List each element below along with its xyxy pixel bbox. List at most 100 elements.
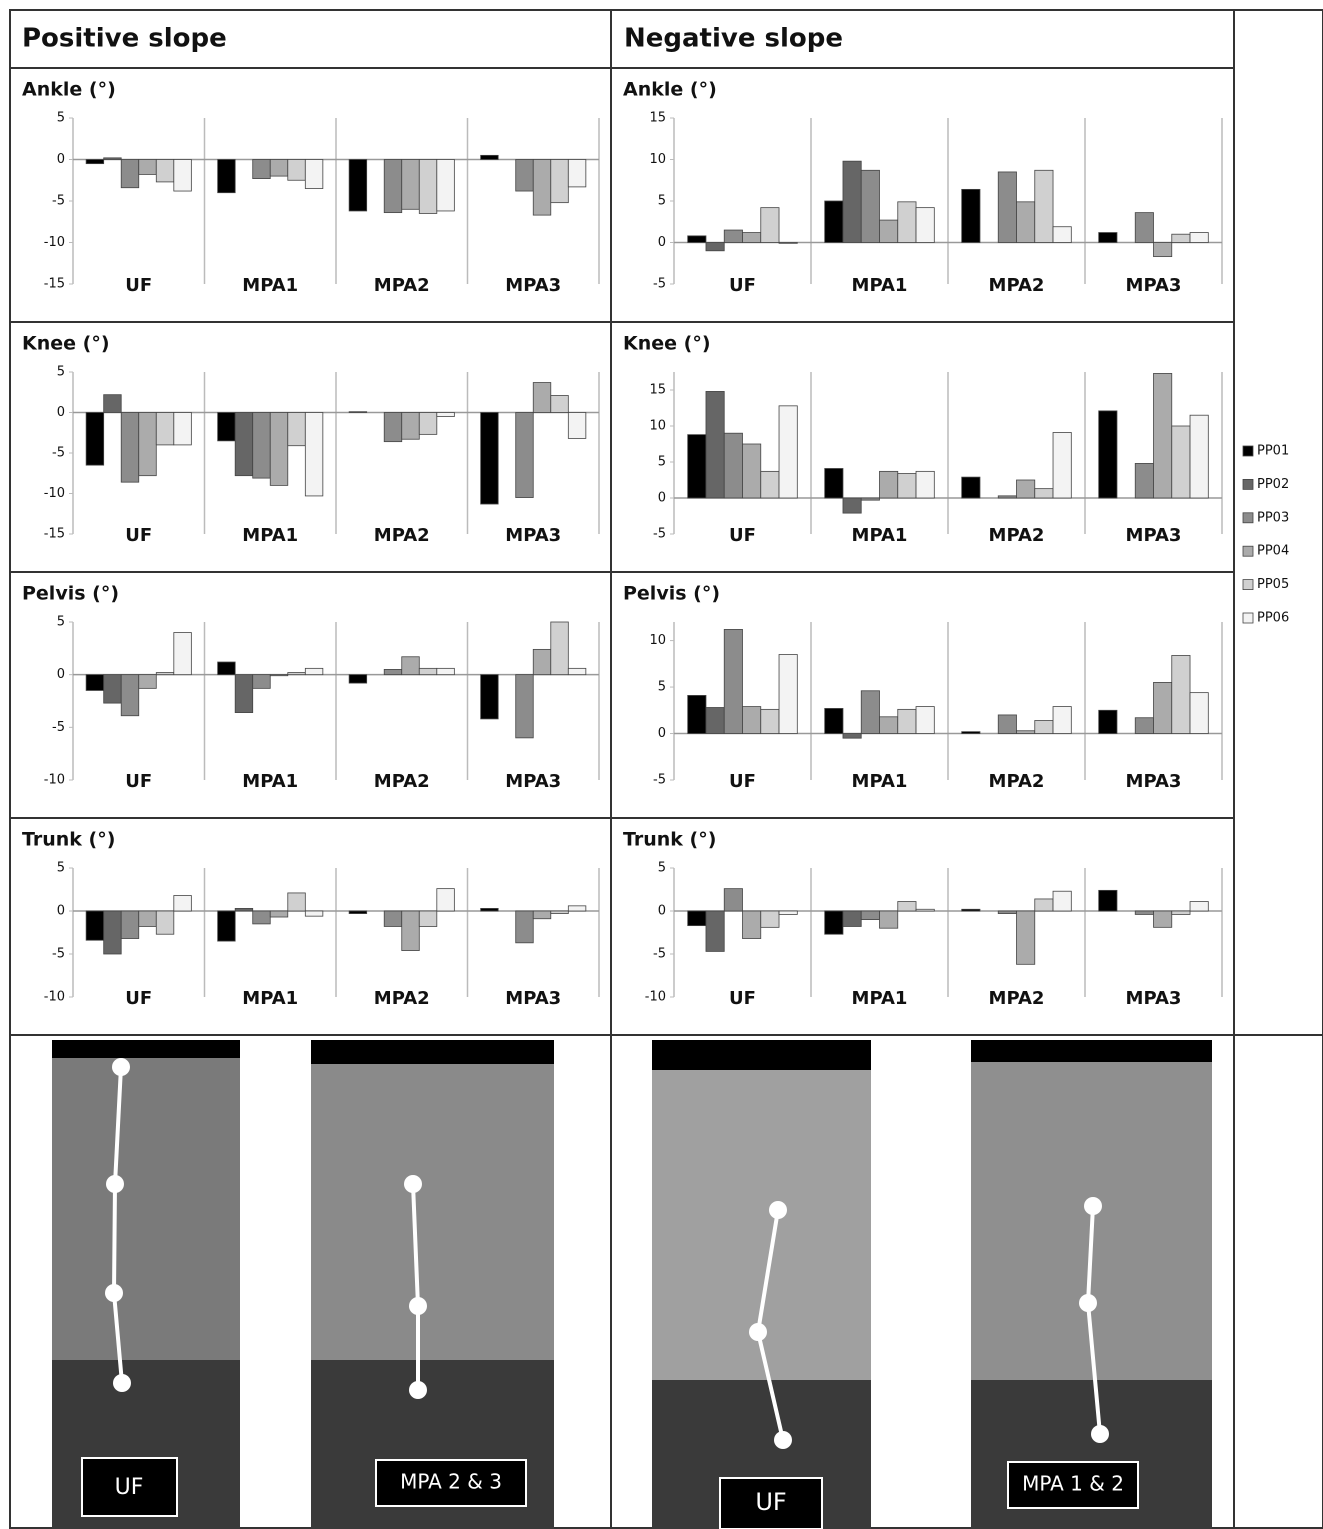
- chart-title: Knee (°): [623, 333, 711, 355]
- bar: [760, 207, 780, 243]
- y-tick-label: -10: [44, 235, 65, 250]
- bar: [550, 395, 569, 413]
- bar: [269, 159, 289, 177]
- bar: [173, 412, 192, 446]
- bar: [550, 621, 569, 676]
- bar: [760, 470, 780, 499]
- bar: [1016, 201, 1036, 243]
- y-tick-label: -15: [44, 277, 65, 292]
- bar: [401, 159, 420, 210]
- bar: [1034, 720, 1054, 734]
- legend-swatch: [1242, 512, 1254, 524]
- bar: [997, 714, 1017, 734]
- bar: [1189, 901, 1209, 912]
- bar: [120, 412, 140, 483]
- x-tick-label: MPA3: [505, 275, 561, 296]
- bar: [687, 695, 707, 734]
- x-tick-label: MPA2: [989, 525, 1045, 546]
- bar: [723, 629, 743, 734]
- x-tick-label: MPA3: [505, 525, 561, 546]
- photo-band: [52, 1040, 240, 1058]
- y-tick-label: -5: [653, 947, 666, 962]
- bar: [252, 412, 271, 479]
- joint: [105, 1284, 123, 1302]
- column-header: Negative slope: [624, 24, 843, 54]
- x-tick-label: UF: [729, 988, 756, 1009]
- joint: [749, 1323, 767, 1341]
- bar: [1171, 910, 1191, 915]
- bar: [515, 412, 534, 498]
- bar: [532, 648, 552, 676]
- bar: [155, 159, 175, 183]
- bar: [1052, 890, 1072, 912]
- bar: [705, 707, 725, 734]
- bar: [515, 910, 534, 944]
- bar: [304, 910, 324, 917]
- bar: [842, 160, 862, 243]
- bar: [1098, 889, 1118, 912]
- photo-band: [311, 1040, 554, 1064]
- x-tick-label: MPA3: [505, 771, 561, 792]
- legend-label: PP02: [1257, 477, 1289, 492]
- joint: [769, 1201, 787, 1219]
- x-tick-label: MPA3: [1126, 525, 1182, 546]
- y-tick-label: 5: [57, 615, 65, 630]
- bar: [138, 159, 157, 175]
- bar: [1016, 479, 1036, 499]
- bar: [860, 910, 880, 921]
- y-tick-label: 10: [649, 633, 666, 648]
- legend-label: PP03: [1257, 510, 1289, 525]
- bar: [961, 476, 981, 499]
- x-tick-label: MPA2: [374, 988, 430, 1009]
- bar: [567, 667, 587, 676]
- bar: [1189, 692, 1209, 734]
- y-tick-label: 15: [649, 383, 666, 398]
- y-tick-label: 5: [658, 194, 666, 209]
- bar: [897, 901, 917, 912]
- y-tick-label: 5: [658, 861, 666, 876]
- bar: [418, 412, 438, 435]
- bar: [217, 910, 236, 942]
- bar: [436, 159, 455, 212]
- bar: [705, 391, 725, 499]
- bar: [1098, 410, 1118, 499]
- y-tick-label: -5: [52, 947, 65, 962]
- bar: [1034, 488, 1054, 499]
- joint: [774, 1431, 792, 1449]
- bar: [567, 905, 587, 912]
- bar: [879, 219, 899, 243]
- x-tick-label: UF: [125, 275, 152, 296]
- y-tick-label: -5: [653, 277, 666, 292]
- bar: [138, 412, 157, 477]
- bar: [348, 910, 368, 914]
- bar: [842, 497, 862, 514]
- x-tick-label: MPA2: [374, 275, 430, 296]
- bar: [778, 910, 798, 915]
- photo-label-box: [375, 1459, 527, 1507]
- bar: [1052, 226, 1072, 243]
- y-tick-label: 5: [658, 455, 666, 470]
- bar: [287, 159, 306, 181]
- chart-title: Ankle (°): [22, 79, 116, 101]
- x-tick-label: MPA1: [852, 525, 908, 546]
- joint: [1091, 1425, 1109, 1443]
- bar: [217, 159, 236, 194]
- y-tick-label: 10: [649, 152, 666, 167]
- bar: [252, 159, 271, 179]
- stick: [111, 1066, 124, 1384]
- legend-swatch: [1242, 612, 1254, 624]
- chart-title: Ankle (°): [623, 79, 717, 101]
- bar: [418, 159, 438, 214]
- photo-label: MPA 2 & 3: [400, 1470, 502, 1494]
- bar: [217, 661, 236, 676]
- bar: [85, 674, 105, 691]
- bar: [1153, 682, 1173, 734]
- joint: [409, 1381, 427, 1399]
- bar: [915, 207, 935, 243]
- bar: [897, 473, 917, 499]
- bar: [480, 674, 499, 720]
- bar: [173, 632, 192, 676]
- legend-label: PP06: [1257, 611, 1289, 626]
- bar: [85, 910, 105, 941]
- bar: [234, 908, 254, 912]
